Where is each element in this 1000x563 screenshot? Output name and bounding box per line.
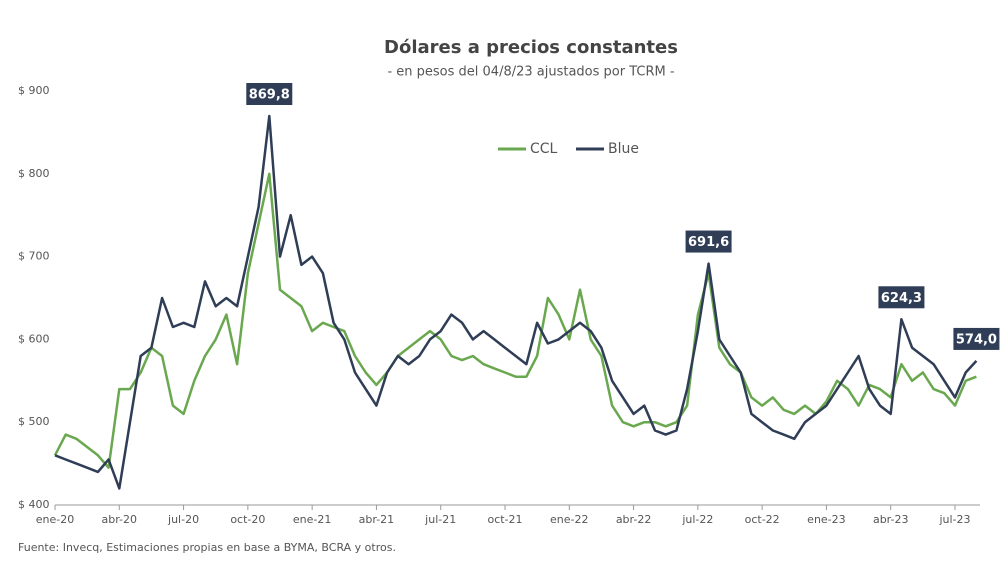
value-label: 624,3	[881, 291, 922, 306]
value-label: 869,8	[249, 88, 290, 103]
value-label-box	[953, 327, 1000, 350]
x-tick-label: ene-22	[550, 513, 588, 526]
y-tick-label: $ 400	[18, 498, 50, 511]
y-tick-label: $ 800	[18, 167, 50, 180]
x-tick-label: abr-23	[873, 513, 909, 526]
y-tick-label: $ 700	[18, 250, 50, 263]
y-tick-label: $ 900	[18, 84, 50, 97]
x-tick-label: oct-21	[487, 513, 522, 526]
series-line	[54, 114, 978, 490]
chart-subtitle: - en pesos del 04/8/23 ajustados por TCR…	[387, 65, 674, 80]
x-tick-label: jul-22	[681, 513, 713, 526]
x-tick-label: ene-20	[36, 513, 74, 526]
x-tick-label: abr-22	[616, 513, 652, 526]
chart-title: Dólares a precios constantes	[384, 37, 678, 58]
value-label-box	[246, 83, 293, 106]
x-tick-label: oct-20	[230, 513, 265, 526]
x-tick-label: ene-23	[807, 513, 845, 526]
source-note: Fuente: Invecq, Estimaciones propias en …	[18, 541, 396, 554]
value-label-box	[685, 230, 732, 253]
x-tick-label: jul-21	[424, 513, 456, 526]
x-tick-label: abr-20	[102, 513, 138, 526]
legend-label: CCL	[530, 141, 558, 157]
legend-label: Blue	[608, 141, 639, 157]
x-tick-label: abr-21	[359, 513, 395, 526]
x-tick-label: jul-23	[938, 513, 970, 526]
value-label: 574,0	[956, 332, 997, 347]
x-tick-label: jul-20	[167, 513, 199, 526]
x-tick-label: ene-21	[293, 513, 331, 526]
series-line	[53, 172, 977, 469]
value-label: 691,6	[688, 235, 729, 250]
y-tick-label: $ 600	[18, 332, 50, 345]
x-tick-label: oct-22	[745, 513, 780, 526]
y-tick-label: $ 500	[18, 415, 50, 428]
value-label-box	[878, 286, 925, 309]
